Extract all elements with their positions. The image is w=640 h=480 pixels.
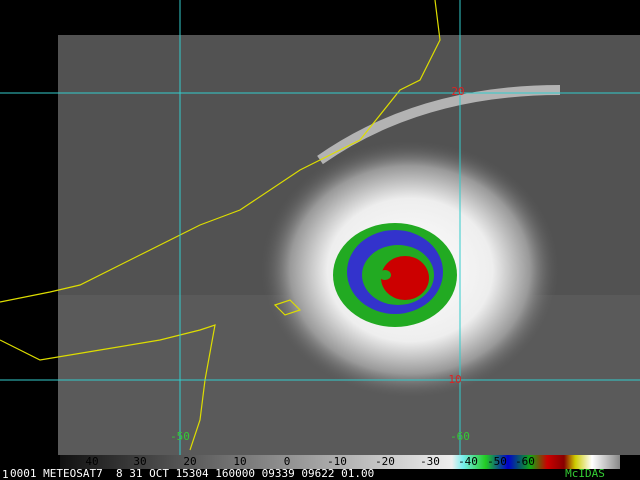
- unit-label: (C): [622, 455, 640, 468]
- footer-info: 0001 METEOSAT7 8 31 OCT 15304 160000 093…: [10, 467, 374, 480]
- color-bar-tick: -40: [458, 455, 478, 468]
- cloud-band: [317, 85, 561, 165]
- color-bar-tick: 20: [183, 455, 196, 468]
- lat-label: 20: [451, 85, 464, 98]
- color-bar-tick: -60: [515, 455, 535, 468]
- color-bar: [60, 455, 620, 469]
- brand: McIDAS: [565, 467, 605, 480]
- lon-label: -60: [450, 430, 470, 443]
- color-bar-tick: -50: [487, 455, 507, 468]
- color-bar-tick: 40: [85, 455, 98, 468]
- coastline: [0, 0, 441, 451]
- color-bar-tick: 10: [233, 455, 246, 468]
- eye: [379, 270, 391, 280]
- color-bar-tick: -10: [327, 455, 347, 468]
- color-bar-ticks: 40 30 20 10 0 -10 -20 -30 -40 -50 -60: [85, 455, 535, 468]
- coldest-tops: [381, 256, 429, 300]
- color-bar-tick: 0: [284, 455, 291, 468]
- color-bar-tick: -20: [375, 455, 395, 468]
- graticule: [0, 0, 640, 455]
- color-bar-tick: -30: [420, 455, 440, 468]
- lon-label: -50: [170, 430, 190, 443]
- frame-number: 1: [2, 468, 9, 480]
- lat-label: 10: [448, 373, 461, 386]
- color-bar-tick: 30: [133, 455, 146, 468]
